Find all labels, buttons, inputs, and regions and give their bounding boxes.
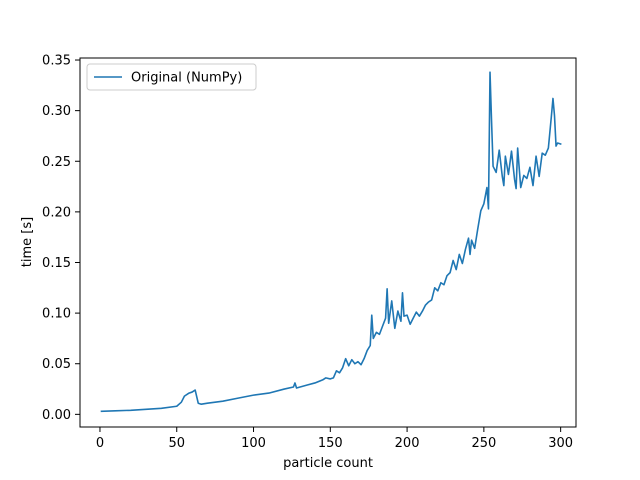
plot-area <box>79 57 577 428</box>
y-axis: 0.00 0.05 0.10 0.15 0.20 0.25 0.30 0.35 <box>42 54 80 423</box>
x-axis-label: particle count <box>283 456 373 471</box>
y-axis-label: time [s] <box>20 217 35 267</box>
legend-box <box>86 63 257 91</box>
y-tick-label: 0.10 <box>42 307 71 322</box>
series-line <box>100 71 562 413</box>
plot-background <box>80 58 576 427</box>
x-tick-label: 200 <box>395 436 420 451</box>
y-tick-label: 0.05 <box>42 357 71 372</box>
y-tick-label: 0.35 <box>42 54 71 69</box>
y-tick-label: 0.00 <box>42 408 71 423</box>
series-layer <box>100 71 562 413</box>
y-tick-label: 0.15 <box>42 256 71 271</box>
x-tick-label: 300 <box>548 436 573 451</box>
x-tick-label: 50 <box>168 436 185 451</box>
x-tick-label: 250 <box>471 436 496 451</box>
plot-frame <box>79 57 577 428</box>
x-axis: 0 50 100 150 200 250 300 <box>96 427 573 451</box>
y-tick-label: 0.20 <box>42 205 71 220</box>
legend: Original (NumPy) <box>86 63 257 91</box>
y-tick-label: 0.30 <box>42 104 71 119</box>
y-tick-label: 0.25 <box>42 155 71 170</box>
x-tick-label: 100 <box>241 436 266 451</box>
x-tick-label: 150 <box>318 436 343 451</box>
legend-entry-label: Original (NumPy) <box>131 71 242 86</box>
x-tick-label: 0 <box>96 436 104 451</box>
